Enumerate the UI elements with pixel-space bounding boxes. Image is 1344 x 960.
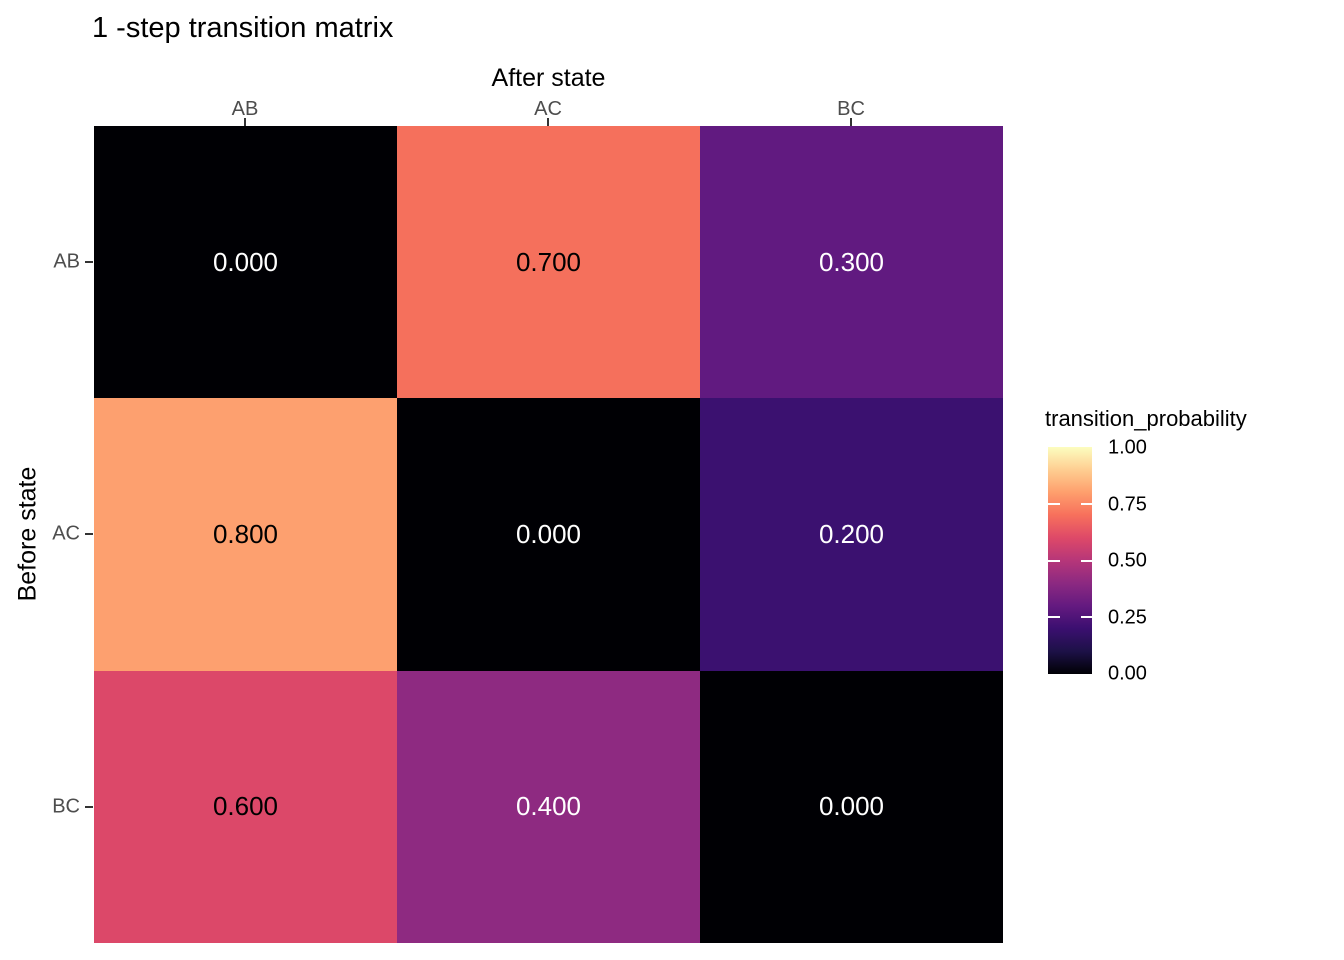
x-tick-label-ab: AB xyxy=(231,98,259,120)
heatmap-cell-ac-ab: 0.800 xyxy=(94,398,397,671)
heatmap-cell-ac-ac: 0.000 xyxy=(397,398,700,671)
legend-tick-label-025: 0.25 xyxy=(1108,606,1147,629)
cell-value-label: 0.000 xyxy=(818,791,885,822)
legend-tick-label-050: 0.50 xyxy=(1108,549,1147,572)
y-axis-title: Before state xyxy=(13,466,42,602)
cell-value-label: 0.300 xyxy=(818,246,885,277)
cell-value-label: 0.000 xyxy=(212,246,279,277)
cell-value-label: 0.400 xyxy=(515,791,582,822)
legend-tick-label-100: 1.00 xyxy=(1108,436,1147,459)
y-tick-label-bc: BC xyxy=(52,795,80,818)
heatmap-panel: 0.000 0.700 0.300 0.800 0.000 0.200 0.60… xyxy=(94,126,1003,943)
cell-value-label: 0.800 xyxy=(212,518,279,549)
legend-tick-label-000: 0.00 xyxy=(1108,662,1147,685)
heatmap-cell-bc-ac: 0.400 xyxy=(397,670,700,943)
cell-value-label: 0.200 xyxy=(818,518,885,549)
heatmap-cell-bc-ab: 0.600 xyxy=(94,670,397,943)
x-tick-mark xyxy=(244,118,246,126)
x-tick-mark xyxy=(547,118,549,126)
y-tick-label-ac: AC xyxy=(52,522,80,545)
legend-tick-mark xyxy=(1081,560,1092,562)
x-tick-mark xyxy=(850,118,852,126)
legend-tick-mark xyxy=(1048,560,1060,562)
y-tick-mark xyxy=(85,261,93,263)
legend-title: transition_probability xyxy=(1045,406,1247,431)
legend-tick-mark xyxy=(1048,503,1060,505)
x-tick-label-ac: AC xyxy=(534,98,562,120)
legend-tick-label-075: 0.75 xyxy=(1108,493,1147,516)
y-tick-mark xyxy=(85,533,93,535)
heatmap-cell-ac-bc: 0.200 xyxy=(700,398,1003,671)
legend-tick-mark xyxy=(1048,616,1060,618)
x-tick-label-bc: BC xyxy=(837,98,865,120)
legend-colorbar xyxy=(1048,447,1092,674)
cell-value-label: 0.600 xyxy=(212,791,279,822)
y-tick-label-ab: AB xyxy=(53,250,80,273)
y-tick-mark xyxy=(85,806,93,808)
legend-tick-mark xyxy=(1081,503,1092,505)
heatmap-cell-bc-bc: 0.000 xyxy=(700,670,1003,943)
heatmap-cell-ab-bc: 0.300 xyxy=(700,126,1003,399)
cell-value-label: 0.700 xyxy=(515,246,582,277)
chart-title: 1 -step transition matrix xyxy=(92,12,394,44)
heatmap-cell-ab-ac: 0.700 xyxy=(397,126,700,399)
cell-value-label: 0.000 xyxy=(515,518,582,549)
heatmap-cell-ab-ab: 0.000 xyxy=(94,126,397,399)
legend-tick-mark xyxy=(1081,616,1092,618)
x-axis-title: After state xyxy=(491,64,606,92)
